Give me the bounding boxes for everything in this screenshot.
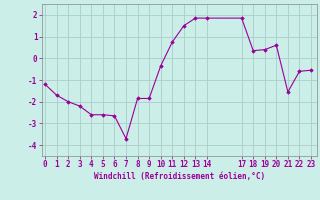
X-axis label: Windchill (Refroidissement éolien,°C): Windchill (Refroidissement éolien,°C) (94, 172, 265, 181)
